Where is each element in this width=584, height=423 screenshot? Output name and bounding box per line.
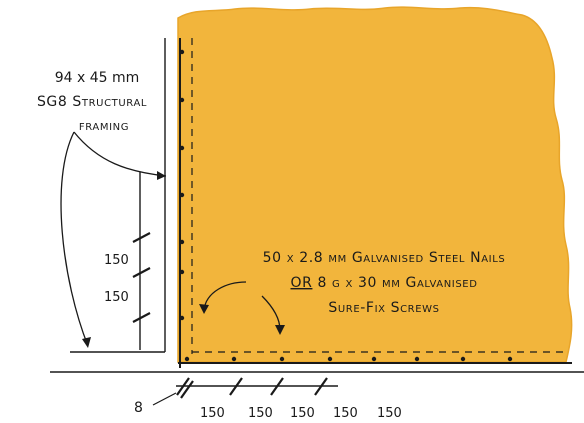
dimension-tick [176,377,190,396]
horizontal-dimension [152,377,338,406]
dimension-tick [314,377,328,396]
fastener-dot [179,49,185,55]
dimension-tick [132,267,151,278]
edge-offset-label: 8 [134,400,143,416]
fastener-screws-label: Sure-Fix Screws [328,300,439,316]
fastener-dot [507,356,513,362]
or-underlined: OR [290,275,312,291]
framing-leader-to-plate [60,131,89,347]
arrowhead [275,325,285,335]
horizontal-spacing-label: 150 [290,406,315,421]
framing-leaders [60,131,167,348]
vertical-dimension [132,172,151,350]
vertical-spacing-label: 150 [104,253,129,268]
dimension-tick [180,380,194,399]
fastener-dot [179,97,185,103]
framing-type-label: framing [79,118,129,134]
board-panel [177,6,573,363]
fastener-dot [179,239,185,245]
fastener-dot [179,192,185,198]
horizontal-spacing-label: 150 [200,406,225,421]
arrowhead [157,171,166,180]
dimension-tick [270,377,284,396]
horizontal-fastener-dots [184,356,513,362]
horizontal-spacing-label: 150 [248,406,273,421]
fastener-dot [184,356,190,362]
dimension-tick [132,232,151,243]
arrowhead [82,337,91,348]
framing-leader-to-stud [73,131,167,177]
fastener-alternative-label: OR 8 g x 30 mm Galvanised [290,275,477,291]
fastener-dot [179,315,185,321]
framing-grade-label: SG8 Structural [37,94,147,110]
screws-size-text: 8 g x 30 mm Galvanised [312,275,477,291]
horizontal-spacing-label: 150 [377,406,402,421]
fastener-dot [414,356,420,362]
fastener-leaders [199,281,285,335]
fastener-dot [179,145,185,151]
vertical-fastener-dots [179,49,185,321]
fastener-dot [279,356,285,362]
arrowhead [199,304,209,314]
vertical-spacing-label: 150 [104,290,129,305]
framing-size-label: 94 x 45 mm [55,70,140,86]
fastener-dot [327,356,333,362]
fastener-dot [231,356,237,362]
fastener-dot [460,356,466,362]
horizontal-spacing-label: 150 [333,406,358,421]
edge-offset-leader [152,392,177,406]
fastener-dot [179,269,185,275]
fastener-nails-label: 50 x 2.8 mm Galvanised Steel Nails [263,250,506,266]
dimension-tick [132,312,151,323]
fastener-dot [371,356,377,362]
dimension-tick [229,377,243,396]
